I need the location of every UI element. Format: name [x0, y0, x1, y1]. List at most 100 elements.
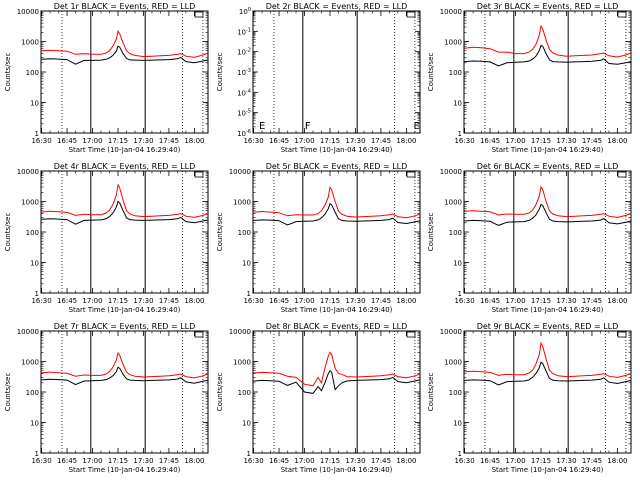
x-tick-label: 17:30 — [345, 457, 365, 465]
series-line-events — [253, 202, 421, 226]
chart-panel-3: Det 3r BLACK = Events, RED = LLD 1 10 100 10… — [427, 2, 632, 154]
series-line-lld — [464, 185, 632, 218]
y-tick-label: 10-1 — [237, 27, 251, 36]
y-tick-label: 10-6 — [237, 129, 251, 138]
y-tick-label: 10000 — [229, 328, 251, 336]
x-tick-label: 16:30 — [243, 297, 263, 305]
legend-box — [194, 171, 204, 178]
y-tick-label: 10000 — [440, 8, 462, 16]
x-tick-label: 18:00 — [184, 457, 204, 465]
x-tick-label: 17:30 — [345, 297, 365, 305]
series-line-lld — [464, 341, 632, 378]
x-axis-label: Start Time (10-Jan-04 16:29:40) — [69, 466, 181, 474]
x-tick-label: 17:30 — [133, 137, 153, 145]
y-tick-label: 10000 — [440, 168, 462, 176]
x-axis-label: Start Time (10-Jan-04 16:29:40) — [69, 306, 181, 314]
plot-frame — [463, 330, 632, 454]
y-tick-label: 10 — [30, 260, 39, 268]
y-tick-label: 10 — [453, 420, 462, 428]
y-axis-label: Counts/sec — [216, 53, 224, 92]
x-tick-label: 18:00 — [607, 137, 627, 145]
y-tick-label: 10-5 — [237, 109, 251, 118]
legend-box — [406, 171, 416, 178]
chart-title: Det 5r BLACK = Events, RED = LLD — [266, 162, 408, 171]
x-tick-label: 16:30 — [243, 457, 263, 465]
y-tick-label: 100 — [26, 389, 39, 397]
chart-panel-5: Det 5r BLACK = Events, RED = LLD 1 10 100 10… — [216, 162, 421, 314]
x-tick-label: 17:45 — [582, 297, 602, 305]
x-tick-label: 18:00 — [396, 137, 416, 145]
x-tick-label: 17:00 — [82, 457, 102, 465]
x-tick-label: 17:30 — [556, 457, 576, 465]
plot-frame — [463, 10, 632, 134]
plot-frame — [40, 170, 209, 294]
y-tick-label: 10000 — [229, 168, 251, 176]
y-tick-label: 1000 — [444, 199, 462, 207]
x-axis-label: Start Time (10-Jan-04 16:29:40) — [492, 306, 604, 314]
x-tick-label: 18:00 — [184, 297, 204, 305]
y-tick-label: 1 — [458, 290, 462, 298]
legend-box — [617, 171, 627, 178]
legend-box — [406, 331, 416, 338]
series-line-events — [464, 203, 632, 226]
y-tick-label: 100 — [238, 389, 251, 397]
x-tick-label: 17:30 — [133, 297, 153, 305]
y-axis-label: Counts/sec — [4, 213, 12, 252]
x-tick-label: 16:45 — [480, 457, 500, 465]
annotation-label: F — [305, 121, 311, 132]
x-tick-label: 17:45 — [582, 137, 602, 145]
annotation-label: E — [414, 121, 420, 132]
x-tick-label: 16:30 — [31, 457, 51, 465]
x-tick-label: 17:15 — [320, 137, 340, 145]
series-line-events — [464, 44, 632, 67]
y-tick-label: 10000 — [440, 328, 462, 336]
x-tick-label: 17:15 — [320, 457, 340, 465]
y-tick-label: 10 — [242, 420, 251, 428]
chart-panel-7: Det 7r BLACK = Events, RED = LLD 1 10 100 10… — [4, 322, 209, 474]
x-tick-label: 16:45 — [269, 297, 289, 305]
plot-frame — [252, 170, 421, 294]
y-axis-label: Counts/sec — [4, 53, 12, 92]
y-tick-label: 1000 — [21, 199, 39, 207]
y-tick-label: 10 — [453, 100, 462, 108]
y-tick-label: 1 — [458, 450, 462, 458]
y-tick-label: 100 — [449, 69, 462, 77]
y-axis-label: Counts/sec — [427, 213, 435, 252]
x-tick-label: 17:00 — [505, 457, 525, 465]
chart-title: Det 3r BLACK = Events, RED = LLD — [477, 2, 619, 11]
legend-box — [617, 331, 627, 338]
y-tick-label: 10000 — [17, 168, 39, 176]
x-tick-label: 17:15 — [531, 457, 551, 465]
y-tick-label: 10000 — [17, 328, 39, 336]
y-tick-label: 100 — [238, 229, 251, 237]
chart-title: Det 8r BLACK = Events, RED = LLD — [266, 322, 408, 331]
chart-title: Det 6r BLACK = Events, RED = LLD — [477, 162, 619, 171]
series-line-lld — [253, 186, 421, 219]
chart-panel-6: Det 6r BLACK = Events, RED = LLD 1 10 100 10… — [427, 162, 632, 314]
chart-panel-1: Det 1r BLACK = Events, RED = LLD 1 10 100 10… — [4, 2, 209, 154]
x-tick-label: 18:00 — [396, 457, 416, 465]
x-tick-label: 16:30 — [31, 137, 51, 145]
chart-title: Det 1r BLACK = Events, RED = LLD — [54, 2, 196, 11]
y-tick-label: 1000 — [21, 39, 39, 47]
x-tick-label: 16:30 — [454, 137, 474, 145]
plot-frame — [463, 170, 632, 294]
y-tick-label: 1000 — [233, 199, 251, 207]
x-tick-label: 16:30 — [454, 457, 474, 465]
chart-panel-8: Det 8r BLACK = Events, RED = LLD 1 10 100 10… — [216, 322, 421, 474]
x-tick-label: 16:45 — [480, 137, 500, 145]
x-tick-label: 17:15 — [531, 137, 551, 145]
y-tick-label: 100 — [26, 69, 39, 77]
x-tick-label: 17:15 — [108, 137, 128, 145]
series-line-events — [41, 45, 209, 65]
x-tick-label: 18:00 — [607, 457, 627, 465]
legend-box — [194, 331, 204, 338]
x-tick-label: 17:00 — [294, 297, 314, 305]
x-tick-label: 16:45 — [57, 297, 77, 305]
chart-panel-4: Det 4r BLACK = Events, RED = LLD 1 10 100 10… — [4, 162, 209, 314]
x-tick-label: 16:45 — [57, 457, 77, 465]
x-tick-label: 17:30 — [556, 137, 576, 145]
x-tick-label: 17:30 — [345, 137, 365, 145]
x-tick-label: 16:45 — [269, 457, 289, 465]
x-tick-label: 18:00 — [607, 297, 627, 305]
